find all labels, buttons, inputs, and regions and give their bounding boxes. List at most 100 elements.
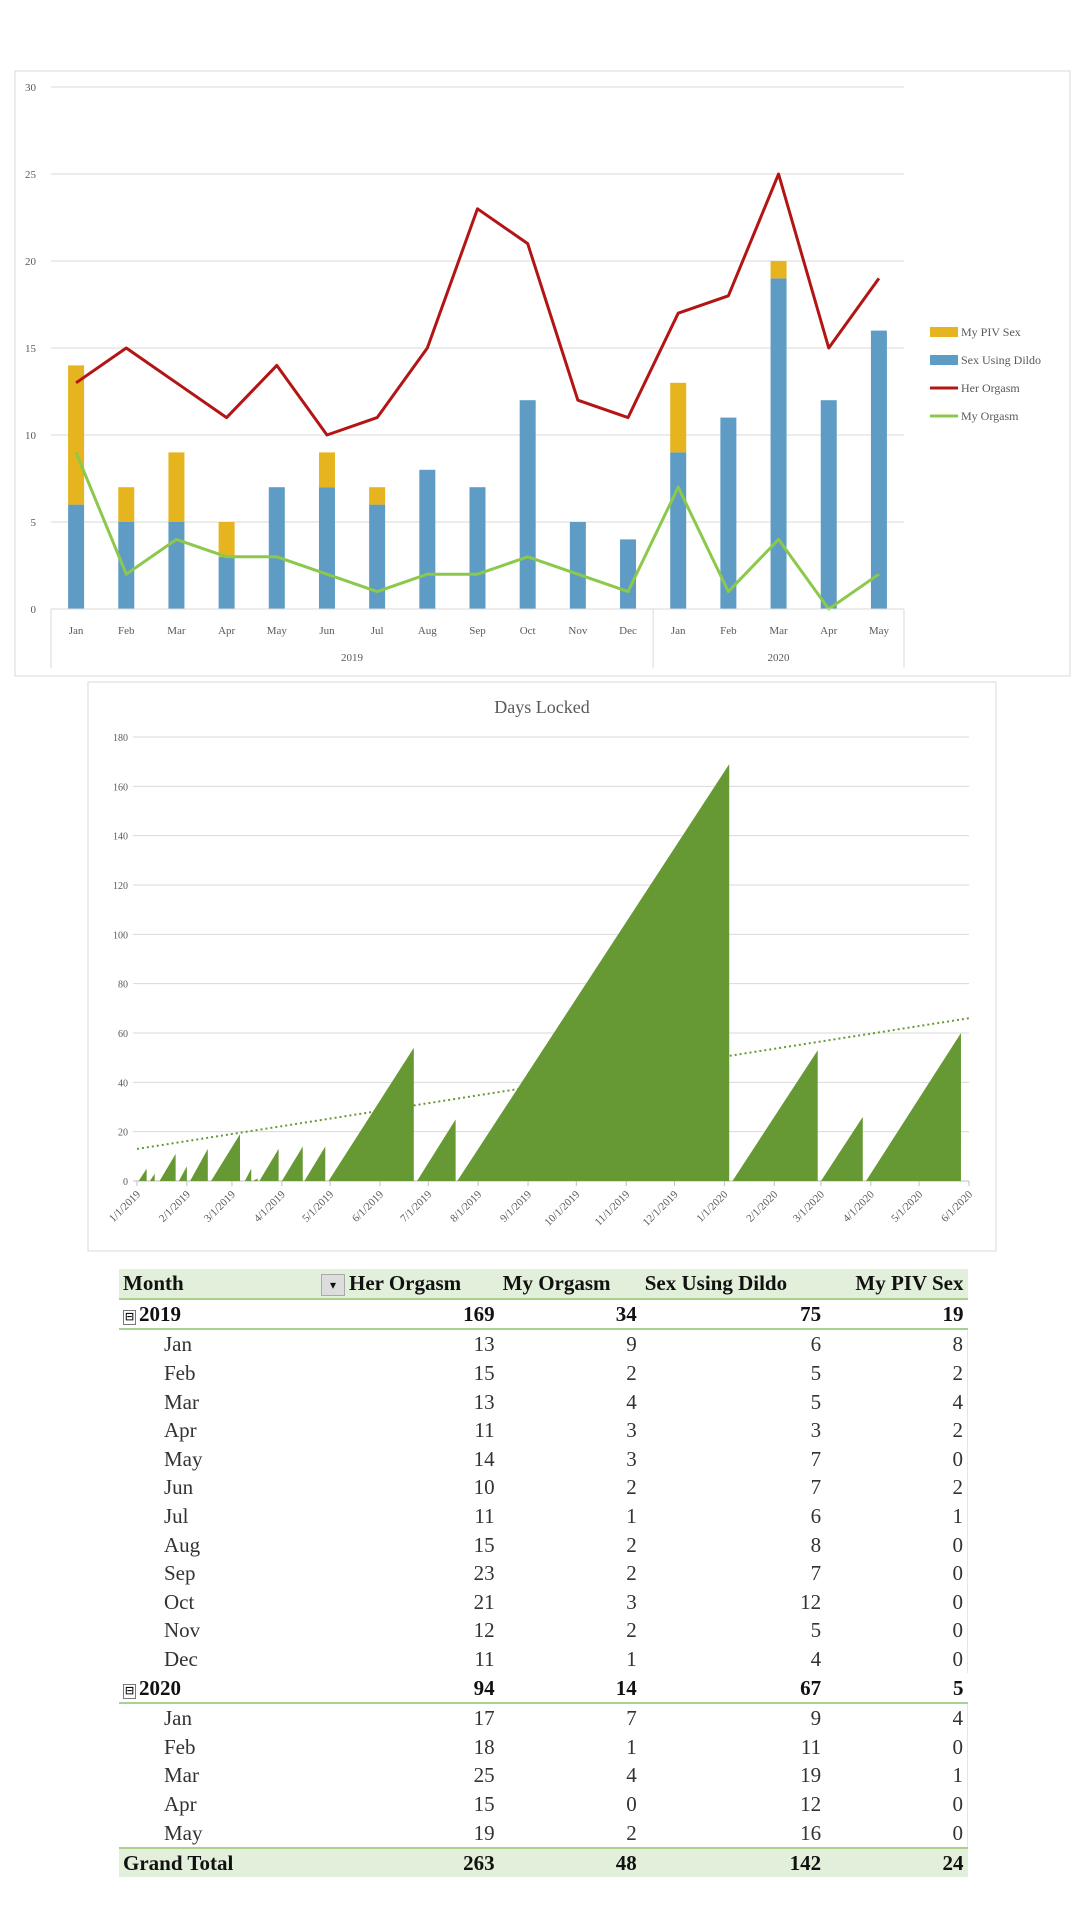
month-row: Mar 13 4 5 4 bbox=[119, 1387, 969, 1416]
collapse-icon[interactable]: ⊟ bbox=[123, 1683, 136, 1699]
grand-total-value-text: 142 bbox=[789, 1851, 822, 1876]
value-cell-text: 16 bbox=[800, 1820, 822, 1845]
lock-period-area bbox=[281, 1146, 303, 1181]
value-cell: 3 bbox=[499, 1445, 641, 1474]
y-tick-label: 30 bbox=[25, 82, 37, 94]
lock-period-area bbox=[866, 1033, 961, 1181]
value-cell-text: 25 bbox=[473, 1763, 495, 1788]
x-tick-label: Sep bbox=[469, 625, 486, 637]
value-cell-text: 12 bbox=[800, 1791, 822, 1816]
month-label-text: Aug bbox=[164, 1532, 201, 1557]
collapse-icon[interactable]: ⊟ bbox=[123, 1309, 136, 1325]
month-label-text: Dec bbox=[164, 1647, 198, 1672]
value-cell-text: 13 bbox=[473, 1332, 495, 1357]
value-cell-text: 2 bbox=[626, 1361, 637, 1386]
lock-period-area bbox=[304, 1146, 326, 1181]
value-cell-text: 19 bbox=[800, 1763, 822, 1788]
month-label: Mar bbox=[119, 1387, 317, 1416]
value-cell-text: 5 bbox=[810, 1361, 822, 1386]
legend-swatch bbox=[930, 327, 958, 337]
value-cell: 7 bbox=[641, 1559, 825, 1588]
year-label-text: 2020 bbox=[139, 1675, 181, 1700]
month-label: Dec bbox=[119, 1645, 317, 1674]
bar-my-piv-sex bbox=[318, 452, 335, 488]
legend-swatch bbox=[930, 355, 958, 365]
value-cell: 7 bbox=[499, 1703, 641, 1733]
lock-period-area bbox=[457, 764, 730, 1181]
filter-sort-icon[interactable]: ▾ bbox=[321, 1274, 345, 1297]
year-row: ⊟ 2019 169 34 75 19 bbox=[119, 1298, 968, 1331]
month-label-text: Apr bbox=[164, 1791, 197, 1816]
x-tick-label: Jan bbox=[69, 625, 84, 637]
value-cell: 3 bbox=[499, 1416, 641, 1445]
grand-total-value: 48 bbox=[498, 1846, 641, 1878]
x-tick-label: Aug bbox=[418, 625, 437, 637]
value-cell: 15 bbox=[317, 1790, 499, 1819]
y-tick-label: 25 bbox=[25, 169, 37, 181]
value-cell-text: 4 bbox=[952, 1706, 964, 1731]
value-cell: 10 bbox=[317, 1473, 499, 1502]
year-total: 5 bbox=[825, 1673, 968, 1704]
month-label-text: Feb bbox=[164, 1734, 196, 1759]
bar-sex-using-dildo bbox=[569, 522, 586, 609]
value-cell: 0 bbox=[499, 1790, 641, 1819]
y-tick-label: 15 bbox=[25, 343, 37, 355]
grand-total-value-text: 263 bbox=[463, 1851, 495, 1876]
value-cell: 19 bbox=[641, 1761, 825, 1790]
month-label: Oct bbox=[119, 1588, 317, 1617]
grand-total-value: 142 bbox=[640, 1846, 826, 1878]
value-cell-text: 11 bbox=[474, 1418, 495, 1443]
value-cell: 0 bbox=[825, 1789, 969, 1819]
value-cell-text: 6 bbox=[810, 1332, 822, 1357]
year-total: 67 bbox=[640, 1673, 826, 1704]
month-label-text: Jul bbox=[164, 1504, 189, 1529]
column-header-text: Sex Using Dildo bbox=[644, 1271, 788, 1296]
month-label: Apr bbox=[119, 1416, 317, 1445]
month-label-text: Sep bbox=[164, 1561, 196, 1586]
value-cell: 1 bbox=[499, 1645, 641, 1674]
lock-period-area bbox=[732, 1050, 818, 1181]
value-cell: 2 bbox=[499, 1473, 641, 1502]
bar-sex-using-dildo bbox=[419, 469, 436, 609]
value-cell-text: 1 bbox=[952, 1763, 964, 1788]
lock-period-area bbox=[244, 1168, 252, 1181]
year-total-text: 34 bbox=[615, 1301, 637, 1326]
year-total: 34 bbox=[498, 1298, 641, 1331]
x-tick-label: May bbox=[869, 625, 890, 637]
value-cell: 1 bbox=[825, 1501, 969, 1531]
year-label: ⊟ 2019 bbox=[119, 1298, 317, 1331]
lock-period-area bbox=[259, 1148, 279, 1181]
month-label: Sep bbox=[119, 1559, 317, 1588]
legend-label: My Orgasm bbox=[961, 409, 1019, 423]
y-tick-label: 20 bbox=[118, 1128, 128, 1139]
value-cell-text: 0 bbox=[952, 1618, 964, 1643]
y-tick-label: 160 bbox=[113, 782, 128, 793]
value-cell-text: 7 bbox=[810, 1446, 822, 1471]
value-cell: 4 bbox=[499, 1761, 641, 1790]
value-cell-text: 4 bbox=[626, 1763, 637, 1788]
bar-my-piv-sex bbox=[369, 487, 386, 505]
value-cell-text: 0 bbox=[626, 1791, 637, 1816]
value-cell-text: 4 bbox=[810, 1647, 822, 1672]
value-cell: 2 bbox=[499, 1559, 641, 1588]
month-row: Sep 23 2 7 0 bbox=[119, 1558, 969, 1588]
value-cell: 14 bbox=[317, 1445, 499, 1474]
value-cell-text: 5 bbox=[810, 1618, 822, 1643]
chart1-frame bbox=[14, 70, 1071, 677]
bar-sex-using-dildo bbox=[870, 330, 887, 609]
value-cell: 0 bbox=[825, 1444, 969, 1474]
bar-my-piv-sex bbox=[168, 452, 185, 522]
grand-total-label-text: Grand Total bbox=[123, 1851, 234, 1876]
year-total-text: 14 bbox=[615, 1675, 637, 1700]
lock-period-area bbox=[211, 1134, 240, 1181]
x-tick-label: Mar bbox=[769, 625, 788, 637]
bar-sex-using-dildo bbox=[168, 522, 185, 609]
year-total-text: 5 bbox=[953, 1675, 964, 1700]
month-label: Jun bbox=[119, 1473, 317, 1502]
column-header: Sex Using Dildo bbox=[640, 1269, 826, 1300]
value-cell: 21 bbox=[317, 1588, 499, 1617]
bar-sex-using-dildo bbox=[268, 487, 285, 609]
bar-sex-using-dildo bbox=[68, 504, 85, 609]
column-header-text: My PIV Sex bbox=[855, 1271, 964, 1296]
